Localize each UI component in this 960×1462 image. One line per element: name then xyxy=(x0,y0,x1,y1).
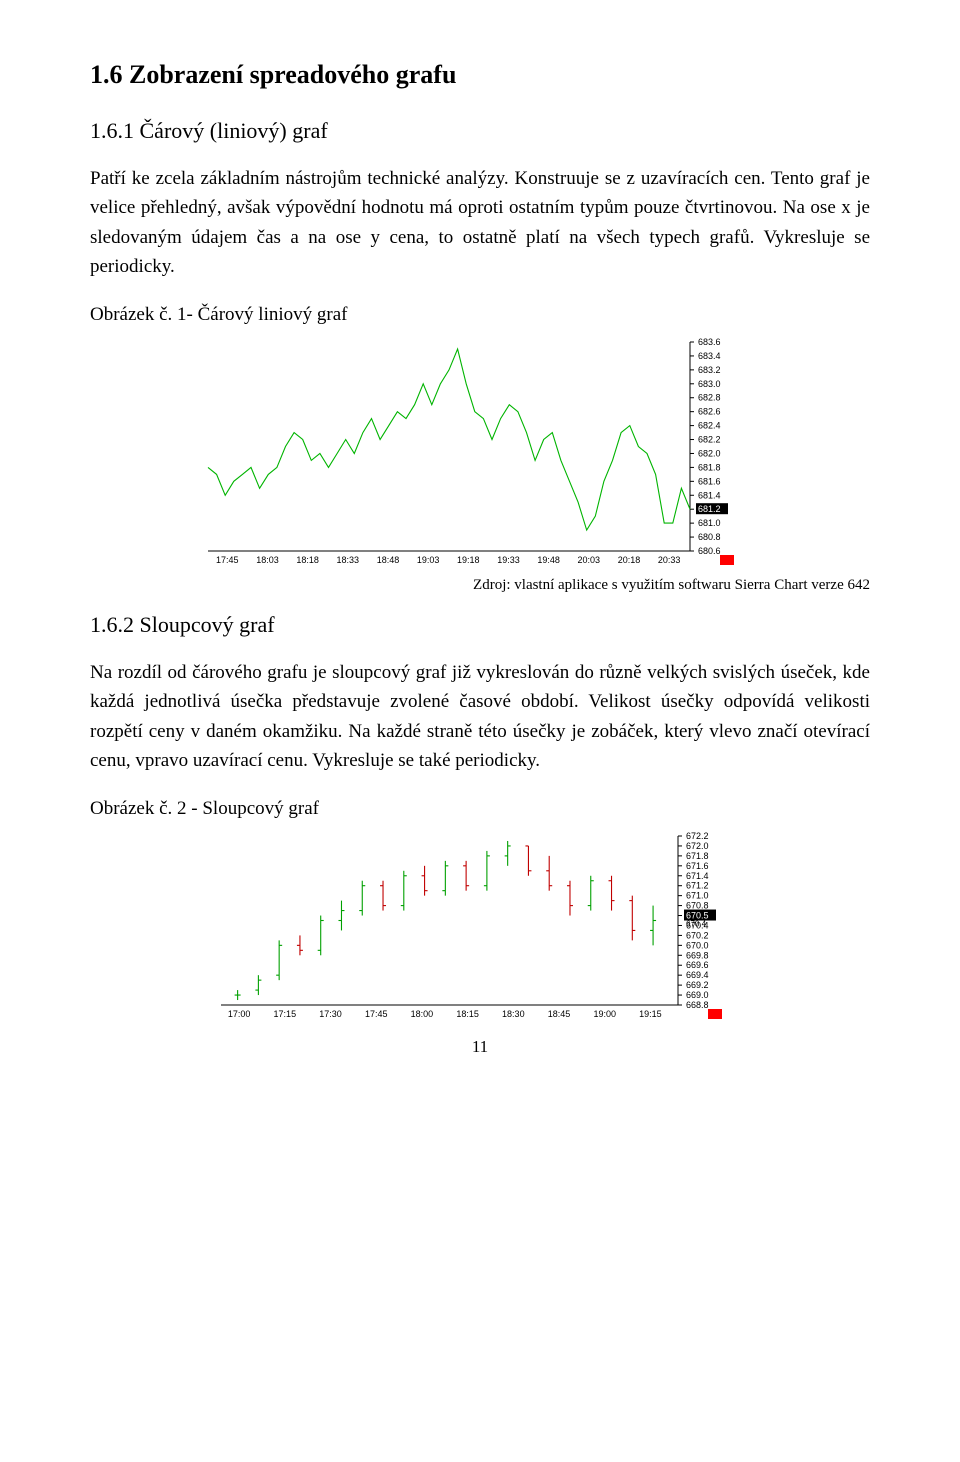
svg-text:18:33: 18:33 xyxy=(337,555,360,565)
bar-chart-svg: 672.2672.0671.8671.6671.4671.2671.0670.8… xyxy=(213,830,748,1025)
svg-text:682.8: 682.8 xyxy=(698,392,721,402)
svg-text:671.2: 671.2 xyxy=(686,880,709,890)
svg-text:20:33: 20:33 xyxy=(658,555,681,565)
svg-text:683.2: 683.2 xyxy=(698,365,721,375)
svg-text:682.6: 682.6 xyxy=(698,406,721,416)
svg-text:670.2: 670.2 xyxy=(686,930,709,940)
svg-text:17:45: 17:45 xyxy=(216,555,239,565)
svg-text:17:45: 17:45 xyxy=(364,1009,387,1019)
svg-text:672.2: 672.2 xyxy=(686,831,709,841)
svg-text:683.0: 683.0 xyxy=(698,379,721,389)
svg-text:18:00: 18:00 xyxy=(410,1009,433,1019)
svg-text:681.0: 681.0 xyxy=(698,518,721,528)
svg-text:669.6: 669.6 xyxy=(686,960,709,970)
svg-text:18:30: 18:30 xyxy=(502,1009,525,1019)
svg-text:681.8: 681.8 xyxy=(698,462,721,472)
svg-text:672.0: 672.0 xyxy=(686,840,709,850)
svg-text:19:18: 19:18 xyxy=(457,555,480,565)
svg-text:17:30: 17:30 xyxy=(319,1009,342,1019)
svg-text:669.4: 669.4 xyxy=(686,970,709,980)
svg-text:18:48: 18:48 xyxy=(377,555,400,565)
svg-text:681.2: 681.2 xyxy=(698,504,721,514)
subsection-heading-bar-chart: 1.6.2 Sloupcový graf xyxy=(90,612,870,638)
svg-text:670.4: 670.4 xyxy=(686,920,709,930)
svg-text:682.2: 682.2 xyxy=(698,434,721,444)
svg-text:18:18: 18:18 xyxy=(296,555,319,565)
svg-text:669.8: 669.8 xyxy=(686,950,709,960)
svg-text:670.8: 670.8 xyxy=(686,900,709,910)
svg-text:19:48: 19:48 xyxy=(537,555,560,565)
svg-text:20:03: 20:03 xyxy=(578,555,601,565)
svg-text:670.0: 670.0 xyxy=(686,940,709,950)
paragraph-bar-chart: Na rozdíl od čárového grafu je sloupcový… xyxy=(90,658,870,776)
svg-text:18:45: 18:45 xyxy=(547,1009,570,1019)
paragraph-line-chart: Patří ke zcela základním nástrojům techn… xyxy=(90,164,870,282)
svg-text:668.8: 668.8 xyxy=(686,1000,709,1010)
svg-text:18:15: 18:15 xyxy=(456,1009,479,1019)
svg-text:17:15: 17:15 xyxy=(273,1009,296,1019)
svg-text:19:33: 19:33 xyxy=(497,555,520,565)
svg-text:669.0: 669.0 xyxy=(686,990,709,1000)
svg-text:680.6: 680.6 xyxy=(698,546,721,556)
svg-text:17:00: 17:00 xyxy=(227,1009,250,1019)
svg-text:19:00: 19:00 xyxy=(593,1009,616,1019)
bar-chart-figure: 672.2672.0671.8671.6671.4671.2671.0670.8… xyxy=(90,830,870,1025)
svg-text:680.8: 680.8 xyxy=(698,532,721,542)
svg-text:671.4: 671.4 xyxy=(686,870,709,880)
section-heading: 1.6 Zobrazení spreadového grafu xyxy=(90,60,870,90)
svg-text:671.6: 671.6 xyxy=(686,860,709,870)
subsection-heading-line-chart: 1.6.1 Čárový (liniový) graf xyxy=(90,118,870,144)
svg-text:681.6: 681.6 xyxy=(698,476,721,486)
svg-text:682.4: 682.4 xyxy=(698,420,721,430)
svg-text:683.6: 683.6 xyxy=(698,337,721,347)
svg-text:671.0: 671.0 xyxy=(686,890,709,900)
svg-text:19:15: 19:15 xyxy=(639,1009,662,1019)
svg-text:681.4: 681.4 xyxy=(698,490,721,500)
svg-text:671.8: 671.8 xyxy=(686,850,709,860)
svg-text:669.2: 669.2 xyxy=(686,980,709,990)
svg-text:683.4: 683.4 xyxy=(698,351,721,361)
line-chart-svg: 683.6 683.4 683.2 683.0 682.8 682.6 682.4 682.2… xyxy=(200,336,760,571)
figure-caption-1: Obrázek č. 1- Čárový liniový graf xyxy=(90,304,870,326)
svg-text:20:18: 20:18 xyxy=(618,555,641,565)
figure-source-1: Zdroj: vlastní aplikace s využitím softw… xyxy=(90,577,870,594)
figure-caption-2: Obrázek č. 2 - Sloupcový graf xyxy=(90,798,870,820)
page-number: 11 xyxy=(90,1037,870,1057)
svg-text:682.0: 682.0 xyxy=(698,448,721,458)
svg-text:19:03: 19:03 xyxy=(417,555,440,565)
svg-text:18:03: 18:03 xyxy=(256,555,279,565)
line-chart-figure: 683.6 683.4 683.2 683.0 682.8 682.6 682.4 682.2… xyxy=(90,336,870,571)
